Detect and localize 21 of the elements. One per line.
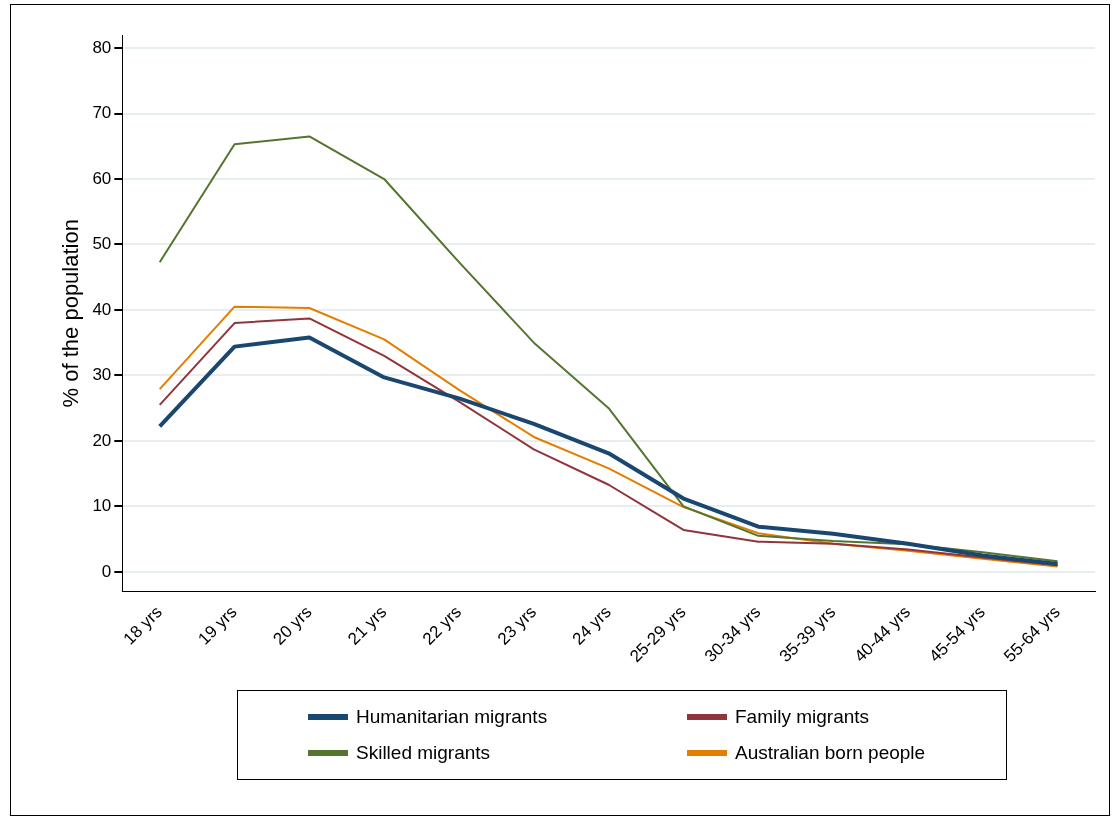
y-tick-label: 60: [92, 168, 112, 188]
x-tick-label: 22 yrs: [418, 602, 466, 649]
legend-label: Humanitarian migrants: [356, 706, 548, 728]
legend-label: Australian born people: [735, 742, 926, 764]
x-tick-label: 24 yrs: [568, 602, 615, 649]
y-tick-label: 0: [101, 561, 112, 581]
y-tick-label: 30: [92, 365, 112, 385]
x-tick-label: 23 yrs: [493, 602, 540, 649]
y-tick-label: 10: [92, 496, 112, 516]
y-tick-label: 50: [92, 234, 112, 254]
y-tick-label: 20: [92, 430, 112, 450]
y-axis-title: % of the population: [58, 219, 84, 408]
y-tick-label: 80: [92, 37, 112, 57]
legend-label: Family migrants: [735, 706, 870, 728]
legend-label: Skilled migrants: [356, 742, 491, 764]
x-tick-label: 19 yrs: [194, 602, 241, 649]
y-tick-label: 40: [92, 299, 112, 319]
x-tick-label: 18 yrs: [119, 602, 166, 649]
y-tick-label: 70: [92, 103, 112, 123]
x-tick-label: 21 yrs: [344, 602, 391, 649]
x-tick-label: 20 yrs: [269, 602, 316, 649]
